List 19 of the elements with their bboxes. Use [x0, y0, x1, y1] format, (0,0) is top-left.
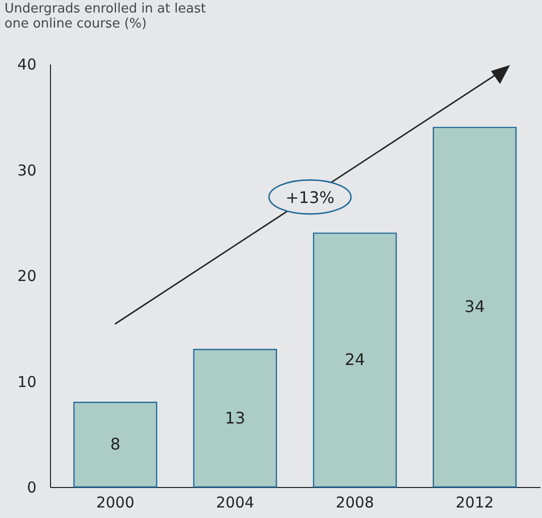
y-tick-label: 40 — [17, 56, 36, 74]
bar — [73, 402, 158, 488]
x-tick-label: 2000 — [96, 494, 134, 512]
y-tick-label: 30 — [17, 161, 36, 180]
y-tick-label: 10 — [17, 372, 36, 391]
data-label: 13 — [224, 408, 246, 428]
annotation: +13% — [286, 188, 334, 207]
bar — [432, 126, 517, 488]
data-label: 34 — [464, 297, 485, 316]
y-tick-label: 0 — [26, 478, 36, 496]
bar — [193, 348, 278, 488]
x-tick-label: 2004 — [216, 494, 254, 512]
y-tick-label: 20 — [17, 267, 36, 285]
bar — [312, 232, 397, 488]
x-tick-label: 2012 — [456, 494, 494, 512]
data-label: 8 — [110, 434, 120, 454]
y-axis-title: Undergrads enrolled in at least one online course (%) — [4, 2, 206, 32]
data-label: 24 — [344, 350, 366, 370]
x-tick-label: 2008 — [336, 494, 374, 512]
